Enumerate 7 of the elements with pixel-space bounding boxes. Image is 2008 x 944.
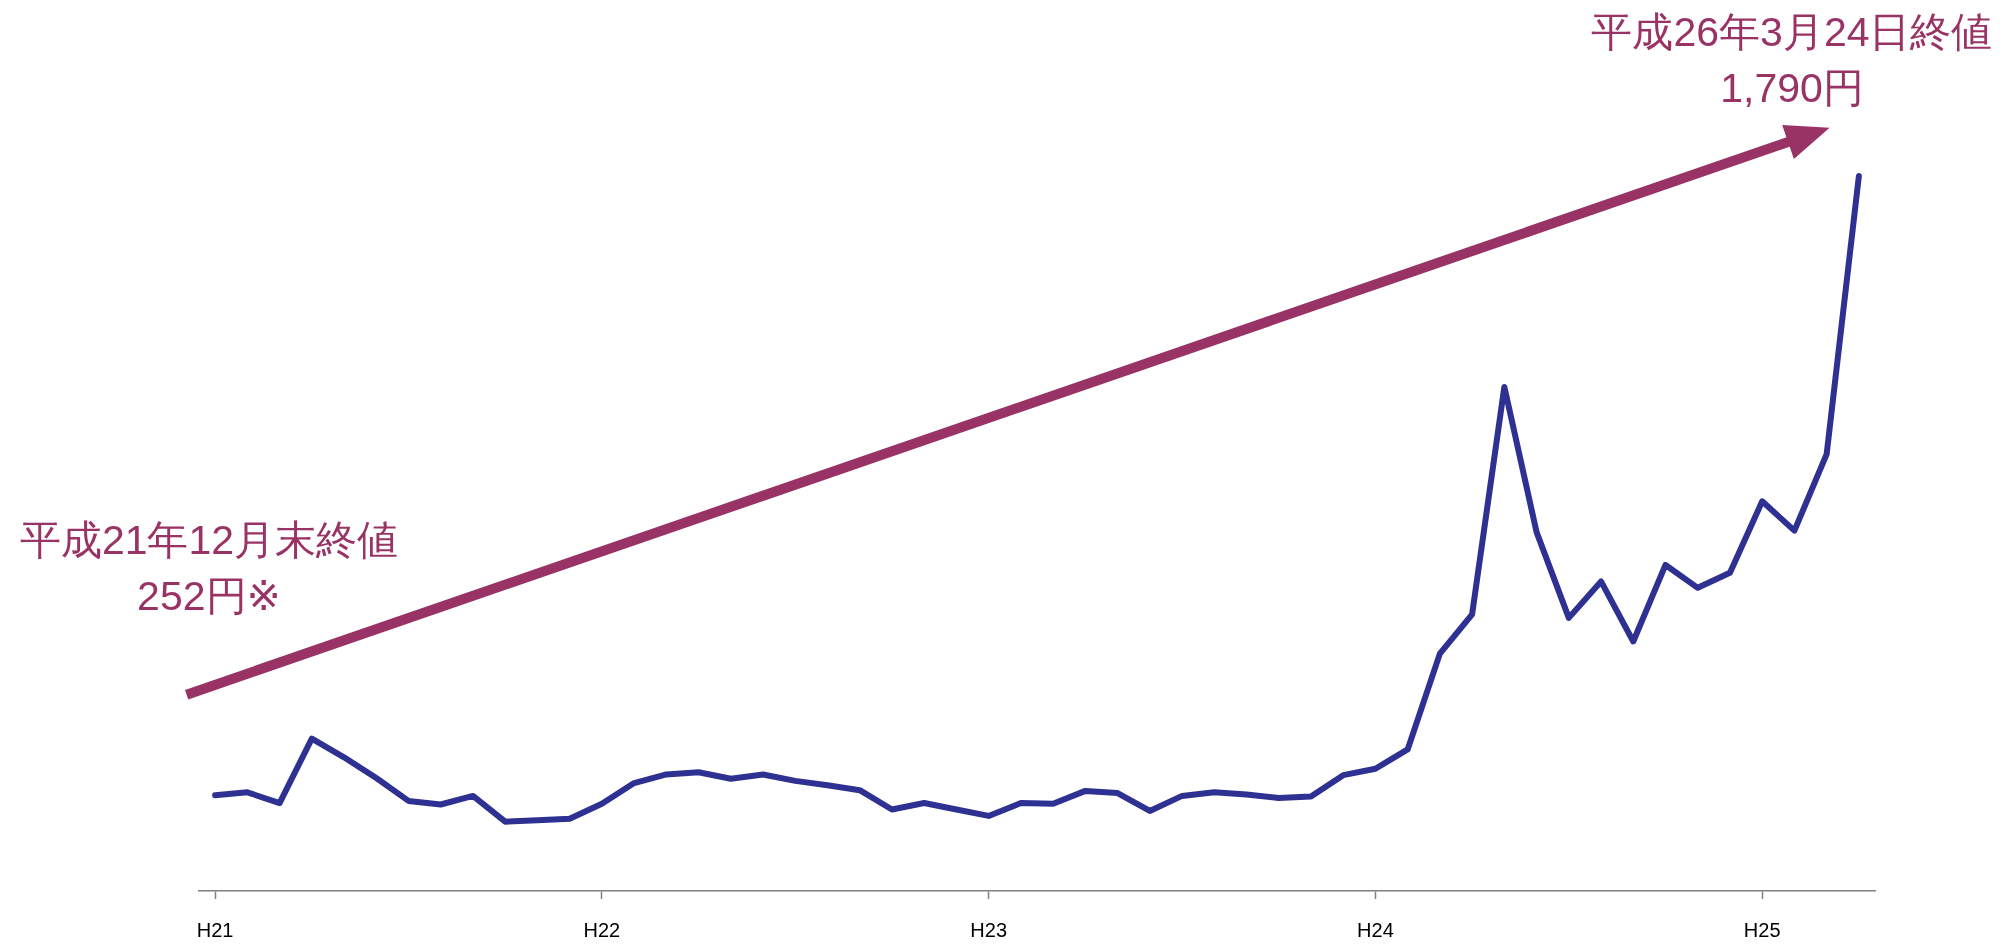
text: 平成26年3月24日終値 1,790円 xyxy=(1590,8,1994,113)
x-tick-label: H23 xyxy=(970,918,1008,941)
x-tick-label: H21 xyxy=(196,918,234,941)
x-tick-label: H24 xyxy=(1357,918,1394,941)
annotation: 平成21年12月末終値 252円※ xyxy=(18,516,400,621)
x-tick-label: H25 xyxy=(1743,918,1781,941)
x-tick-label: H22 xyxy=(583,918,621,941)
